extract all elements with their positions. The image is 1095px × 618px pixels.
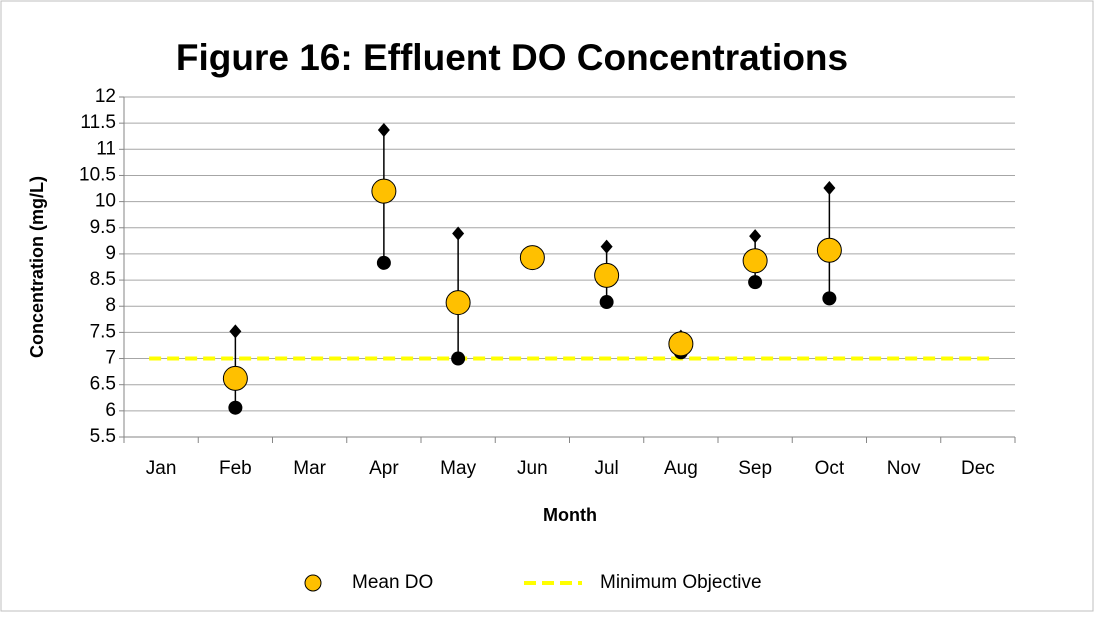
min-marker [822, 291, 837, 306]
mean-marker [816, 237, 842, 263]
x-tick-label: May [440, 458, 476, 479]
y-tick-label: 6 [105, 400, 116, 421]
mean-marker [742, 248, 768, 274]
legend-swatch [304, 574, 322, 592]
min-marker [376, 255, 391, 270]
max-marker [600, 239, 613, 254]
x-tick-label: Jun [517, 458, 548, 479]
min-marker [599, 295, 614, 310]
mean-marker [371, 178, 397, 204]
legend-label: Mean DO [352, 572, 433, 593]
mean-marker [594, 262, 620, 288]
x-tick-label: Mar [293, 458, 326, 479]
min-marker [748, 275, 763, 290]
mean-marker [445, 290, 471, 316]
max-marker [377, 122, 390, 137]
max-marker [823, 181, 836, 196]
y-tick-label: 7 [105, 348, 116, 369]
y-tick-label: 6.5 [90, 374, 116, 395]
x-axis-label: Month [543, 505, 597, 525]
mean-marker [519, 245, 545, 271]
mean-marker [668, 331, 694, 357]
x-tick-label: Nov [887, 458, 921, 479]
x-tick-label: Jul [594, 458, 618, 479]
max-marker [749, 229, 762, 244]
x-tick-label: Dec [961, 458, 995, 479]
x-tick-label: Jan [146, 458, 177, 479]
y-tick-label: 11 [96, 138, 116, 159]
y-tick-label: 9.5 [90, 217, 116, 238]
x-tick-label: Sep [738, 458, 772, 479]
mean-marker [222, 365, 248, 391]
y-tick-label: 10.5 [79, 164, 116, 185]
max-marker [452, 226, 465, 241]
y-tick-label: 8 [105, 295, 116, 316]
y-tick-label: 8.5 [90, 269, 116, 290]
max-marker [229, 324, 242, 339]
min-marker [228, 400, 243, 415]
y-tick-label: 7.5 [90, 321, 116, 342]
x-tick-label: Oct [815, 458, 845, 479]
y-tick-label: 5.5 [90, 426, 116, 447]
y-axis-label: Concentration (mg/L) [27, 176, 47, 358]
y-tick-label: 9 [105, 243, 116, 264]
x-tick-label: Apr [369, 458, 399, 479]
y-tick-label: 11.5 [80, 112, 116, 133]
legend-label: Minimum Objective [600, 572, 762, 593]
chart-title: Figure 16: Effluent DO Concentrations [176, 37, 848, 78]
min-marker [451, 351, 466, 366]
y-tick-label: 10 [95, 191, 116, 212]
x-tick-label: Feb [219, 458, 252, 479]
y-tick-label: 12 [95, 86, 116, 107]
x-tick-label: Aug [664, 458, 698, 479]
